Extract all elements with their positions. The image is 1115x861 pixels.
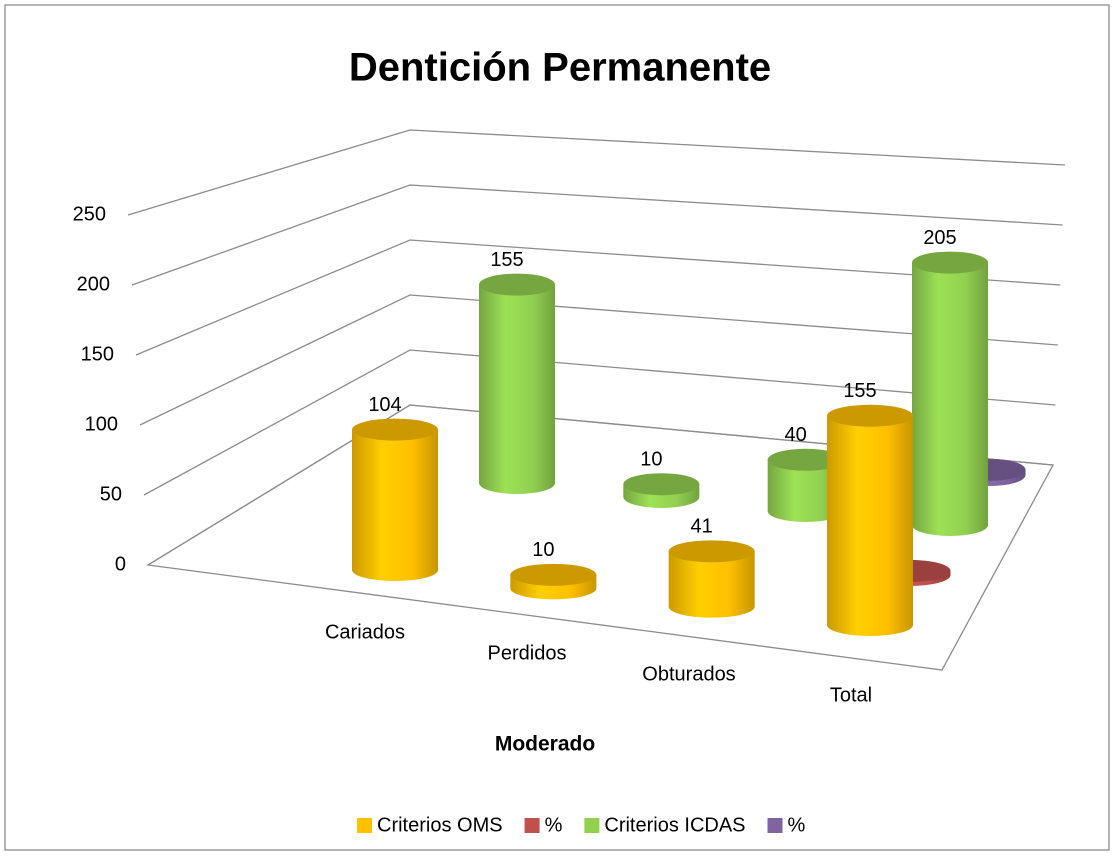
x-tick-label: Perdidos xyxy=(488,642,567,664)
bar-body xyxy=(827,415,913,636)
bar xyxy=(912,251,988,536)
grid-line xyxy=(127,129,1066,216)
y-tick-label: 200 xyxy=(77,273,110,295)
y-tick-label: 100 xyxy=(85,413,118,435)
bar-body xyxy=(767,459,844,522)
bar xyxy=(767,448,844,522)
bar-top xyxy=(352,418,438,441)
bar-body xyxy=(352,429,438,581)
legend-swatch xyxy=(767,818,783,833)
bar-body xyxy=(479,284,555,494)
grid-line xyxy=(139,294,1058,426)
data-label: 155 xyxy=(490,249,523,271)
data-label: 40 xyxy=(785,424,807,446)
data-label: 104 xyxy=(368,394,401,416)
data-label: 155 xyxy=(843,380,876,402)
bar xyxy=(352,418,438,581)
bar xyxy=(479,273,555,494)
bar-top xyxy=(623,473,700,496)
data-label: 10 xyxy=(640,448,662,470)
bar-top xyxy=(479,273,555,296)
x-tick-label: Cariados xyxy=(325,621,405,643)
bar-top xyxy=(912,251,988,274)
legend-label: Criterios OMS xyxy=(377,814,503,836)
bar-top xyxy=(668,540,755,563)
bar xyxy=(668,540,755,618)
x-axis-title: Moderado xyxy=(495,733,595,756)
data-label: 41 xyxy=(691,516,713,538)
bar-top xyxy=(827,404,913,427)
bar-body xyxy=(912,262,988,536)
legend-swatch xyxy=(524,818,540,833)
x-tick-label: Total xyxy=(830,684,872,706)
y-tick-label: 250 xyxy=(73,203,106,225)
bar xyxy=(827,404,913,636)
x-tick-label: Obturados xyxy=(642,663,735,685)
grid-line xyxy=(135,239,1061,356)
legend-swatch xyxy=(584,818,600,833)
bar-top xyxy=(767,448,844,471)
bar-top xyxy=(510,563,597,586)
y-tick-label: 0 xyxy=(115,553,126,575)
data-label: 10 xyxy=(532,539,554,561)
legend-swatch xyxy=(357,818,372,833)
legend-label: % xyxy=(545,814,563,836)
y-tick-label: 50 xyxy=(100,483,122,505)
chart-title: Dentición Permanente xyxy=(349,46,771,90)
grid-line xyxy=(131,184,1063,286)
grid-line xyxy=(143,349,1056,496)
bar xyxy=(510,563,597,600)
legend-label: % xyxy=(788,814,806,836)
legend-label: Criterios ICDAS xyxy=(604,814,745,836)
data-label: 205 xyxy=(923,227,956,249)
y-tick-label: 150 xyxy=(81,343,114,365)
bar-body xyxy=(668,551,755,618)
bar xyxy=(623,473,700,509)
